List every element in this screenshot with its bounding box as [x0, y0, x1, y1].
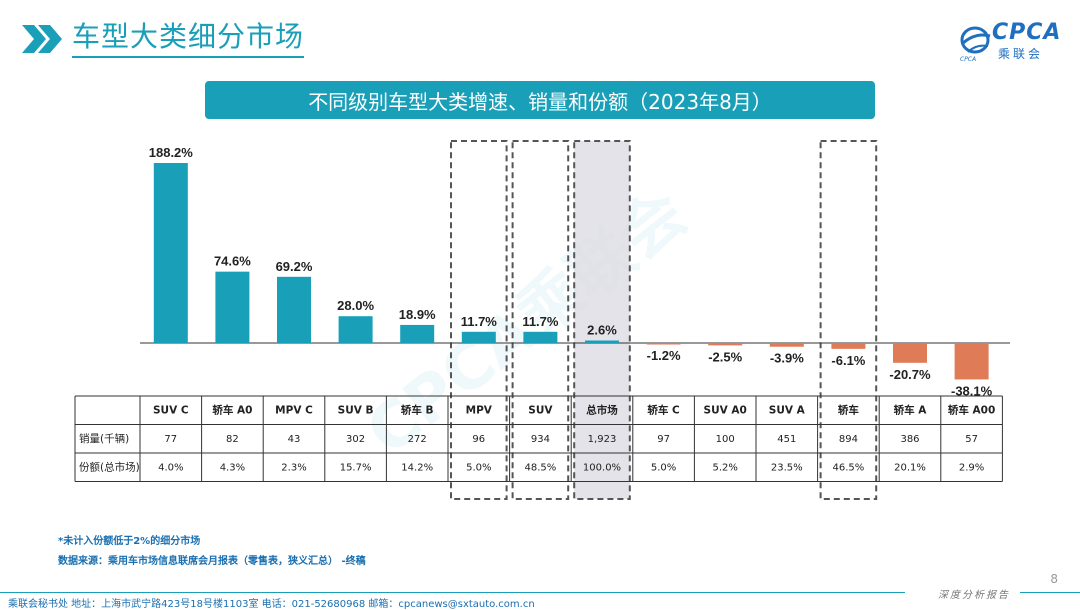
table-header-7: 总市场 [586, 403, 618, 416]
double-chevron-icon [22, 25, 62, 53]
sales-cell-3: 302 [346, 434, 365, 445]
share-cell-2: 2.3% [281, 462, 306, 473]
page-title: 车型大类细分市场 [72, 20, 305, 58]
bar-9 [708, 343, 743, 346]
sales-cell-11: 894 [839, 434, 858, 445]
bar-1 [215, 271, 250, 343]
sales-cell-0: 77 [164, 434, 177, 445]
share-cell-6: 48.5% [525, 462, 557, 473]
row-label-1: 份额(总市场) [79, 460, 140, 473]
value-label-10: -3.9% [770, 351, 804, 366]
table-header-13: 轿车 A00 [948, 403, 995, 416]
bar-7 [585, 340, 619, 343]
value-label-8: -1.2% [647, 348, 681, 363]
share-cell-0: 4.0% [158, 462, 183, 473]
footnote-note: *未计入份额低于2%的细分市场 [58, 536, 201, 547]
cpca-logo: CPCA 乘联会 CPCA [958, 18, 1062, 63]
footnote-source: 数据来源：乘用车市场信息联席会月报表（零售表，狭义汇总） -终稿 [58, 556, 366, 567]
footer-report-label: 深度分析报告 [938, 590, 1010, 601]
value-label-9: -2.5% [708, 349, 742, 364]
sales-cell-6: 934 [531, 434, 550, 445]
share-cell-13: 2.9% [959, 462, 984, 473]
value-label-11: -6.1% [831, 353, 865, 368]
value-label-2: 69.2% [276, 259, 313, 274]
table-header-2: MPV C [275, 404, 313, 416]
table-header-8: 轿车 C [647, 403, 680, 416]
chart-title-banner: 不同级别车型大类增速、销量和份额（2023年8月） [205, 81, 875, 119]
highlight-box-11 [819, 140, 878, 500]
sales-cell-5: 96 [472, 434, 485, 445]
footer-contact: 乘联会秘书处 地址：上海市武宁路423号18号楼1103室 电话：021-526… [8, 599, 535, 610]
highlight-box-7 [573, 140, 631, 500]
share-cell-5: 5.0% [466, 462, 491, 473]
share-cell-3: 15.7% [340, 462, 372, 473]
sales-cell-1: 82 [226, 434, 239, 445]
value-label-12: -20.7% [889, 367, 931, 382]
table-header-1: 轿车 A0 [212, 403, 252, 416]
table-header-4: 轿车 B [401, 403, 434, 416]
bar-11 [831, 343, 866, 349]
value-label-1: 74.6% [214, 254, 251, 269]
title-bar: 车型大类细分市场 [18, 18, 305, 60]
highlight-box-6 [511, 140, 570, 500]
sales-cell-8: 97 [657, 434, 670, 445]
highlight-box-5 [450, 140, 508, 500]
share-cell-11: 46.5% [833, 462, 865, 473]
bar-6 [523, 331, 558, 343]
table-header-9: SUV A0 [704, 404, 747, 416]
table-header-0: SUV C [153, 404, 189, 416]
bar-3 [338, 316, 373, 343]
value-label-0: 188.2% [149, 145, 194, 160]
page-number: 8 [1050, 572, 1058, 586]
share-cell-10: 23.5% [771, 462, 803, 473]
value-label-3: 28.0% [337, 298, 374, 313]
sales-cell-4: 272 [408, 434, 427, 445]
value-label-6: 11.7% [522, 314, 559, 329]
sales-cell-2: 43 [288, 434, 301, 445]
bar-2 [277, 276, 311, 343]
sales-cell-7: 1,923 [588, 434, 617, 445]
sales-cell-10: 451 [777, 434, 796, 445]
share-cell-1: 4.3% [220, 462, 245, 473]
value-label-4: 18.9% [399, 307, 436, 322]
bar-13 [954, 343, 989, 380]
table-header-10: SUV A [769, 404, 806, 416]
footer-divider [0, 592, 905, 593]
bar-12 [893, 343, 927, 363]
row-label-0: 销量(千辆) [79, 432, 129, 445]
value-label-5: 11.7% [461, 314, 498, 329]
bar-10 [769, 343, 804, 347]
share-cell-9: 5.2% [712, 462, 737, 473]
bar-4 [400, 324, 435, 343]
table-header-11: 轿车 [838, 403, 859, 416]
logo-cn-text: 乘联会 [998, 47, 1044, 61]
share-cell-4: 14.2% [401, 462, 433, 473]
share-cell-12: 20.1% [894, 462, 926, 473]
bar-5 [461, 331, 496, 343]
bar-8 [646, 343, 681, 345]
share-cell-8: 5.0% [651, 462, 676, 473]
logo-sub-text: CPCA [960, 56, 977, 63]
globe-logo-icon [960, 26, 991, 54]
bar-0 [153, 163, 188, 343]
sales-cell-13: 57 [965, 434, 978, 445]
table-header-12: 轿车 A [894, 403, 928, 416]
value-label-13: -38.1% [951, 383, 993, 398]
table-header-6: SUV [528, 404, 553, 416]
footer-divider-right [1020, 592, 1080, 593]
sales-cell-12: 386 [900, 434, 919, 445]
table-header-5: MPV [466, 404, 493, 416]
table-header-3: SUV B [338, 404, 374, 416]
logo-text: CPCA [992, 20, 1062, 45]
value-label-7: 2.6% [587, 323, 617, 338]
share-cell-7: 100.0% [583, 462, 621, 473]
sales-cell-9: 100 [716, 434, 735, 445]
